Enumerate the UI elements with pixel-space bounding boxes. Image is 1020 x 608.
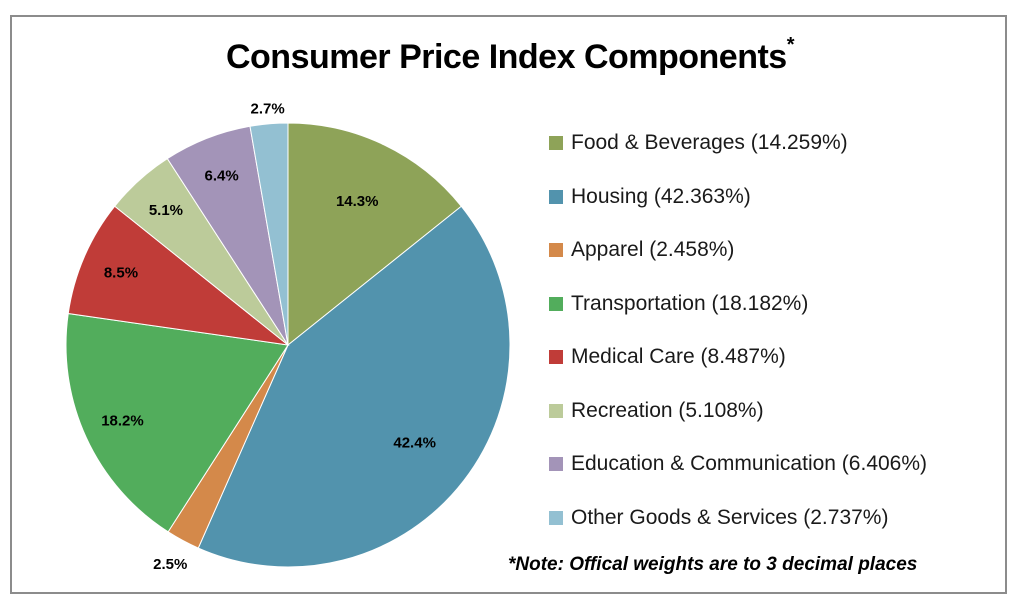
pie-slice-medical-care bbox=[67, 205, 290, 346]
legend-label: Apparel (2.458%) bbox=[571, 238, 735, 261]
legend-label: Medical Care (8.487%) bbox=[571, 345, 786, 368]
pie-slice-housing bbox=[197, 205, 511, 568]
legend-swatch bbox=[549, 136, 563, 150]
data-label-housing: 42.4% bbox=[393, 434, 436, 451]
data-label-transportation: 18.2% bbox=[101, 413, 144, 430]
legend-label: Transportation (18.182%) bbox=[571, 291, 809, 315]
data-label-medical-care: 8.5% bbox=[104, 265, 138, 282]
data-label-apparel: 2.5% bbox=[153, 556, 187, 573]
pie-slice-food-and-beverages bbox=[287, 122, 463, 347]
legend-item-medical-care: Medical Care (8.487%) bbox=[549, 342, 786, 372]
legend-item-housing: Housing (42.363%) bbox=[549, 182, 751, 212]
legend-item-food-and-beverages: Food & Beverages (14.259%) bbox=[549, 128, 848, 158]
legend-swatch bbox=[549, 403, 563, 418]
chart-title: Consumer Price Index Components* bbox=[0, 34, 1020, 77]
pie-slice-other-goods-and-services bbox=[249, 122, 289, 346]
legend-item-education-and-communication: Education & Communication (6.406%) bbox=[549, 449, 927, 479]
data-label-food-and-beverages: 14.3% bbox=[336, 193, 379, 210]
data-label-education-and-communication: 6.4% bbox=[205, 167, 239, 184]
legend-swatch bbox=[549, 189, 563, 204]
legend-swatch bbox=[549, 457, 563, 471]
legend-label: Food & Beverages (14.259%) bbox=[571, 131, 848, 154]
title-asterisk: * bbox=[786, 34, 795, 56]
legend-item-other-goods-and-services: Other Goods & Services (2.737%) bbox=[549, 503, 888, 533]
legend-item-apparel: Apparel (2.458%) bbox=[549, 235, 734, 265]
pie-slice-transportation bbox=[65, 312, 289, 533]
legend-swatch bbox=[549, 350, 563, 364]
legend-item-recreation: Recreation (5.108%) bbox=[549, 396, 764, 426]
data-label-other-goods-and-services: 2.7% bbox=[250, 100, 284, 117]
legend-item-transportation: Transportation (18.182%) bbox=[549, 289, 808, 319]
footnote: *Note: Offical weights are to 3 decimal … bbox=[508, 554, 918, 575]
data-label-recreation: 5.1% bbox=[149, 202, 183, 219]
legend-swatch bbox=[549, 243, 563, 257]
legend-label: Other Goods & Services (2.737%) bbox=[571, 505, 889, 529]
legend-label: Education & Communication (6.406%) bbox=[571, 452, 928, 475]
legend-label: Housing (42.363%) bbox=[571, 184, 751, 208]
legend-swatch bbox=[549, 510, 563, 525]
legend-swatch bbox=[549, 296, 563, 311]
chart-title-text: Consumer Price Index Components bbox=[225, 38, 787, 76]
legend-label: Recreation (5.108%) bbox=[571, 398, 764, 422]
